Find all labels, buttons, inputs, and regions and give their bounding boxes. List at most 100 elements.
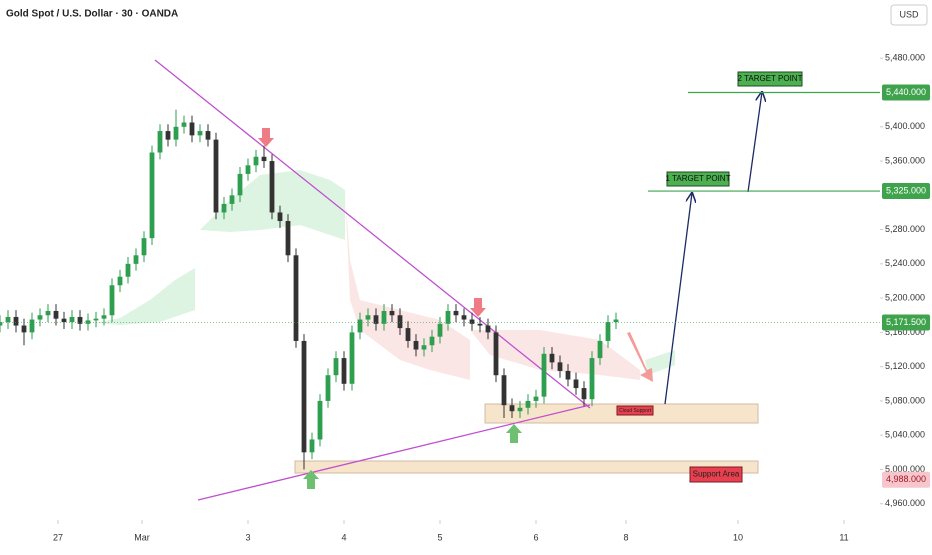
x-tick-label: 4 bbox=[341, 532, 346, 542]
x-tick-label: 5 bbox=[437, 532, 442, 542]
y-tick-label: 5,120.000 bbox=[885, 361, 925, 371]
price-label: 5,440.000 bbox=[886, 87, 926, 97]
price-label-box bbox=[882, 84, 930, 101]
candle-body bbox=[141, 238, 147, 256]
candle-body bbox=[213, 139, 219, 213]
support-zone bbox=[294, 460, 759, 474]
candle-body bbox=[277, 212, 283, 222]
candle-body bbox=[381, 310, 387, 324]
candle-body bbox=[341, 358, 347, 384]
x-tick-label: 3 bbox=[245, 532, 250, 542]
candle-body bbox=[429, 336, 435, 346]
ichimoku-cloud bbox=[95, 170, 675, 380]
down-arrow bbox=[470, 298, 486, 317]
currency: USD bbox=[899, 9, 919, 19]
candle-body bbox=[597, 340, 603, 359]
candle-body bbox=[557, 362, 563, 371]
down-arrow bbox=[258, 128, 274, 147]
candle-body bbox=[253, 156, 259, 166]
price-label-box bbox=[882, 471, 930, 488]
candle-body bbox=[69, 316, 75, 323]
candle-body bbox=[405, 328, 411, 341]
projection-arrow bbox=[747, 92, 762, 193]
candle-body bbox=[205, 131, 211, 140]
candle-body bbox=[501, 375, 507, 406]
down-arrow bbox=[627, 332, 653, 382]
resistance-trendline bbox=[154, 59, 591, 409]
annotation-box bbox=[616, 405, 654, 416]
candle-body bbox=[229, 195, 235, 204]
candle-body bbox=[269, 161, 275, 213]
candle-body bbox=[61, 318, 67, 323]
candle-body bbox=[469, 319, 475, 324]
up-arrow bbox=[506, 424, 522, 443]
y-tick-label: 5,280.000 bbox=[885, 224, 925, 234]
candle-body bbox=[421, 345, 427, 350]
currency-box[interactable] bbox=[890, 4, 928, 26]
target-label: 1 TARGET POINT bbox=[666, 174, 731, 183]
candle-body bbox=[477, 323, 483, 326]
candle-body bbox=[325, 375, 331, 401]
candle-body bbox=[93, 318, 99, 321]
y-tick-label: 5,480.000 bbox=[885, 53, 925, 63]
candle-body bbox=[29, 319, 35, 333]
candle-body bbox=[333, 358, 339, 376]
candle-body bbox=[493, 332, 499, 376]
y-tick-label: 5,160.000 bbox=[885, 327, 925, 337]
candle-body bbox=[165, 131, 171, 140]
target-label: 2 TARGET POINT bbox=[738, 74, 803, 83]
candle-body bbox=[397, 315, 403, 329]
candle-body bbox=[125, 263, 131, 277]
price-label: 4,988.000 bbox=[886, 474, 926, 484]
candle-body bbox=[509, 405, 515, 412]
y-tick-label: 5,040.000 bbox=[885, 430, 925, 440]
candle-body bbox=[149, 152, 155, 239]
candle-body bbox=[45, 310, 51, 316]
candle-body bbox=[77, 316, 83, 324]
candle-body bbox=[13, 316, 19, 326]
target-box bbox=[666, 171, 730, 187]
candle-body bbox=[157, 131, 163, 153]
x-tick-label: 8 bbox=[623, 532, 628, 542]
candle-body bbox=[117, 276, 123, 286]
price-label: 5,171.500 bbox=[886, 317, 926, 327]
x-tick-label: 11 bbox=[839, 532, 848, 542]
candle-body bbox=[293, 255, 299, 341]
candle-body bbox=[605, 322, 611, 341]
candle-body bbox=[245, 165, 251, 174]
candle-body bbox=[189, 122, 195, 136]
candle-body bbox=[445, 310, 451, 324]
candle-body bbox=[581, 388, 587, 400]
candle-body bbox=[301, 340, 307, 453]
candle-body bbox=[613, 319, 619, 323]
candle-body bbox=[453, 310, 459, 316]
y-tick-label: 5,200.000 bbox=[885, 292, 925, 302]
candle-body bbox=[517, 407, 523, 412]
candle-body bbox=[221, 203, 227, 213]
x-tick-label: 27 bbox=[53, 532, 63, 542]
support-trendline bbox=[197, 404, 591, 501]
candle-body bbox=[437, 323, 443, 337]
y-tick-label: 5,240.000 bbox=[885, 258, 925, 268]
candle-body bbox=[197, 131, 203, 136]
y-tick-label: 5,080.000 bbox=[885, 395, 925, 405]
candle-body bbox=[357, 319, 363, 333]
candle-body bbox=[413, 340, 419, 350]
candle-body bbox=[349, 332, 355, 384]
y-tick-label: 5,360.000 bbox=[885, 155, 925, 165]
candle-body bbox=[573, 379, 579, 389]
x-tick-label: 10 bbox=[733, 532, 743, 542]
price-label: 5,325.000 bbox=[886, 185, 926, 195]
candle-body bbox=[5, 316, 11, 323]
candle-body bbox=[365, 315, 371, 320]
price-label-box bbox=[882, 314, 930, 331]
candle-body bbox=[109, 285, 115, 316]
candle-body bbox=[181, 122, 187, 127]
candle-body bbox=[101, 315, 107, 319]
candle-body bbox=[285, 221, 291, 256]
candle-body bbox=[53, 310, 59, 319]
candle-body bbox=[549, 353, 555, 363]
candle-body bbox=[485, 325, 491, 333]
y-tick-label: 5,000.000 bbox=[885, 464, 925, 474]
